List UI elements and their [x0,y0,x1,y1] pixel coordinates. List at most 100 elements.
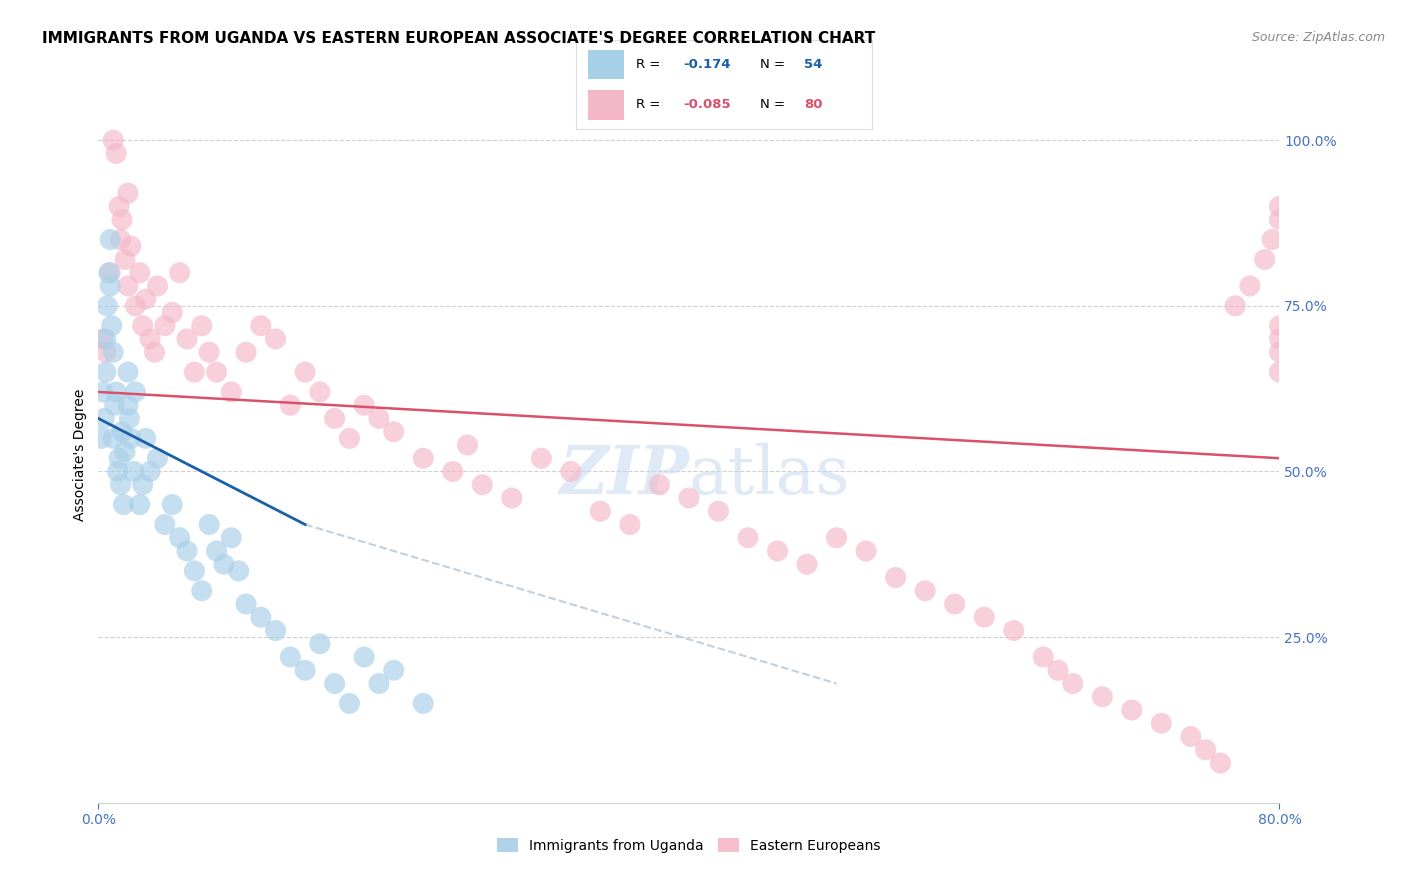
Point [250,318,273,333]
Text: R =: R = [636,98,664,111]
Point [111,425,134,439]
Point [139,332,162,346]
Point [135,431,157,445]
Point [264,624,287,638]
Point [560,465,582,479]
Point [103,133,125,147]
Point [128,498,150,512]
Point [766,544,789,558]
Text: 80: 80 [804,98,823,111]
Point [162,305,183,319]
Point [118,411,141,425]
Point [382,663,405,677]
Point [1268,199,1291,213]
Point [96,299,118,313]
Point [91,332,114,346]
Point [264,332,287,346]
Point [382,425,405,439]
Point [114,444,136,458]
Point [235,345,257,359]
Text: N =: N = [759,58,789,70]
Point [737,531,759,545]
Point [153,517,176,532]
Point [884,570,907,584]
Point [353,650,375,665]
Point [117,186,139,201]
Point [146,451,169,466]
Point [412,697,434,711]
Point [278,650,302,665]
Point [1091,690,1114,704]
Bar [588,50,624,79]
Point [1268,332,1291,346]
Point [100,318,122,333]
Point [228,564,250,578]
Text: -0.174: -0.174 [683,58,730,70]
Point [139,465,162,479]
Point [294,663,316,677]
Point [98,279,121,293]
Point [124,384,146,399]
Point [825,531,848,545]
Point [205,544,228,558]
Point [146,279,169,293]
Point [135,292,157,306]
Point [1032,650,1054,665]
Point [1180,730,1202,744]
Point [108,199,131,213]
Text: IMMIGRANTS FROM UGANDA VS EASTERN EUROPEAN ASSOCIATE'S DEGREE CORRELATION CHART: IMMIGRANTS FROM UGANDA VS EASTERN EUROPE… [42,31,876,46]
Point [183,564,205,578]
Point [191,318,214,333]
Point [1209,756,1232,770]
Point [198,345,221,359]
Point [441,465,464,479]
Text: R =: R = [636,58,664,70]
Point [94,332,117,346]
Point [183,365,205,379]
Text: Source: ZipAtlas.com: Source: ZipAtlas.com [1251,31,1385,45]
Point [124,299,146,313]
Point [914,583,936,598]
Point [110,477,132,491]
Point [153,318,176,333]
Point [353,398,375,412]
Point [530,451,553,466]
Text: N =: N = [759,98,789,111]
Point [412,451,434,466]
Point [98,233,121,247]
Point [94,345,117,359]
Point [235,597,257,611]
Point [90,431,112,445]
Bar [588,90,624,120]
Point [212,558,235,572]
Point [117,365,139,379]
Point [110,233,132,247]
Point [120,431,142,445]
Point [120,239,142,253]
Point [1002,624,1025,638]
Point [105,146,128,161]
Text: ZIP: ZIP [560,443,689,508]
Point [198,517,221,532]
Point [162,498,183,512]
Point [132,477,155,491]
Point [943,597,966,611]
Point [678,491,700,505]
Point [112,498,135,512]
Point [250,610,273,624]
Point [337,697,360,711]
Point [855,544,877,558]
Legend: Immigrants from Uganda, Eastern Europeans: Immigrants from Uganda, Eastern European… [492,832,886,858]
Point [1223,299,1246,313]
Point [796,558,818,572]
Point [117,398,139,412]
Point [707,504,730,518]
Point [309,384,332,399]
Point [132,318,155,333]
Point [323,411,346,425]
Point [169,266,191,280]
Point [294,365,316,379]
Point [191,583,214,598]
Point [1239,279,1261,293]
Point [1268,212,1291,227]
